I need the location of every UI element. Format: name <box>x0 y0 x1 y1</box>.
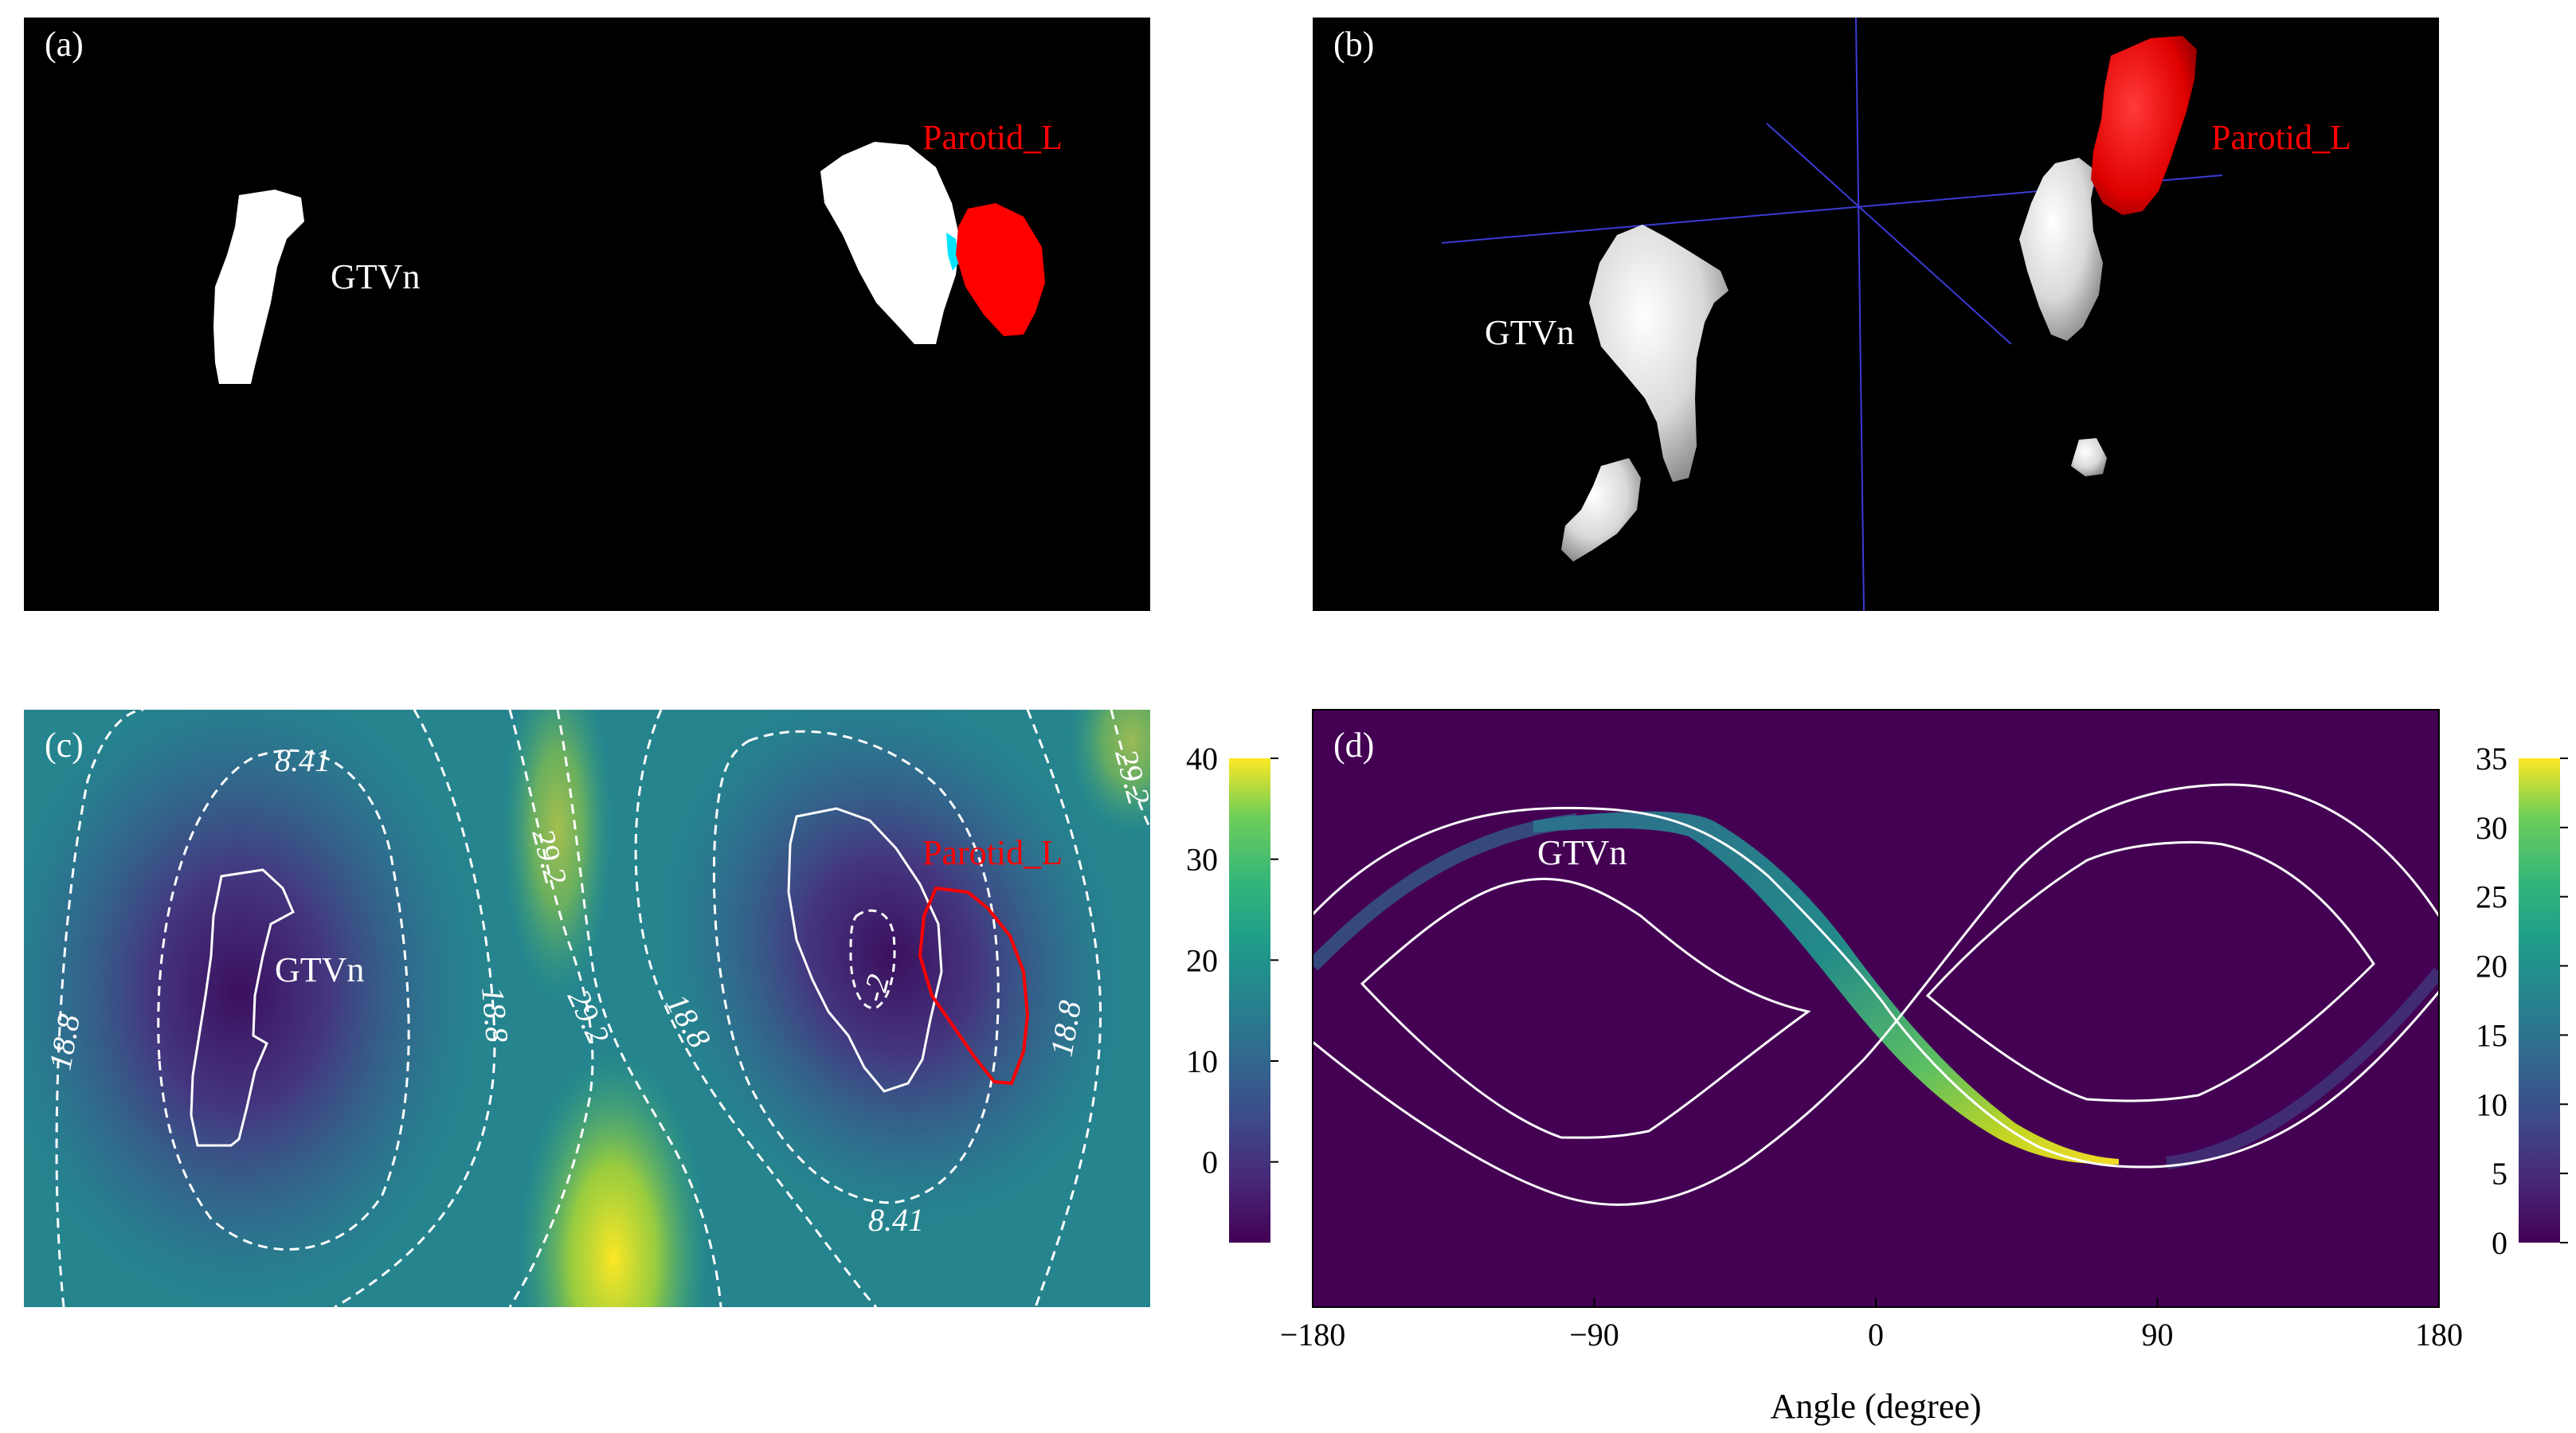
x-tick-label: 180 <box>2415 1317 2463 1353</box>
gtvn-label: GTVn <box>1485 313 1574 352</box>
inner-right-loop <box>1925 840 2375 1102</box>
axis-line-vertical <box>1855 17 1865 612</box>
colorbar <box>1229 758 1270 1243</box>
colorbar-tick-label: 0 <box>1202 1145 1218 1180</box>
colorbar-tick-label: 35 <box>2476 741 2507 777</box>
panel-b-background <box>1313 18 2439 611</box>
colorbar-tick-label: 30 <box>1186 842 1218 878</box>
colorbar-tick-label: 20 <box>1186 942 1218 978</box>
colorbar-tick-label: 20 <box>2476 949 2507 985</box>
panel-a: (a) GTVn Parotid_L <box>24 18 1150 611</box>
colorbar <box>2519 758 2560 1243</box>
colorbar-ticks: 0 5 10 15 20 25 30 35 <box>2476 741 2568 1261</box>
parotid-mask <box>956 203 1045 336</box>
contour-8-41-left <box>157 749 410 1251</box>
gtvn-contour <box>190 868 295 1147</box>
heatmap-low-region-left <box>24 710 494 1307</box>
inner-left-loop <box>1360 877 1811 1139</box>
panel-label: (b) <box>1333 25 1374 64</box>
contour-18-8-mid <box>634 710 878 1307</box>
panel-label: (c) <box>45 726 84 765</box>
heatmap-low-region-right <box>647 710 1137 1238</box>
panel-c: 8.41 18.8 29.2 -2 29.2 18.8 18.8 8.41 18… <box>24 710 1278 1307</box>
right-structure-3d <box>2019 158 2103 341</box>
right-structure-mask <box>820 142 960 344</box>
panel-label: (d) <box>1333 726 1374 765</box>
gtvn-3d <box>1589 225 1728 482</box>
x-tick-label: 0 <box>1868 1317 1884 1353</box>
contour-18-8-far-right <box>1026 710 1102 1307</box>
axis-line-diagonal <box>1766 123 2012 345</box>
parotid-contour <box>918 886 1030 1086</box>
x-axis-label: Angle (degree) <box>1770 1387 1981 1426</box>
parotid-3d <box>2091 36 2197 215</box>
colorbar-tick-label: 40 <box>1186 741 1218 777</box>
outer-lower-contour <box>1313 806 2439 1169</box>
contour-label: 8.41 <box>275 742 331 778</box>
contour-18-8-left <box>55 710 496 1307</box>
colorbar-tick-label: 10 <box>1186 1043 1218 1079</box>
small-structure-3d <box>2071 438 2107 476</box>
panel-label: (a) <box>45 25 84 64</box>
overlap-mask <box>946 233 959 271</box>
contour-29-2-far-right <box>1110 710 1150 829</box>
contour-label: 18.8 <box>475 985 515 1044</box>
parotid-label: Parotid_L <box>922 833 1063 872</box>
x-axis-ticks: −180 −90 0 90 180 <box>1280 1298 2463 1353</box>
right-structure-contour <box>787 807 943 1093</box>
parotid-label: Parotid_L <box>922 118 1063 157</box>
gtvn-3d-lower <box>1561 458 1641 562</box>
density-band-tail-left <box>1313 813 1579 971</box>
colorbar-tick-label: 5 <box>2492 1156 2507 1192</box>
contour-8-41-right <box>712 730 1000 1204</box>
contour-29-2-left <box>508 710 594 1307</box>
gtvn-label: GTVn <box>275 950 364 989</box>
panel-d: −180 −90 0 90 180 Angle (degree) (d) GTVn 0 5… <box>1280 709 2568 1426</box>
panel-b: (b) GTVn Parotid_L <box>1313 17 2439 612</box>
colorbar-tick-label: 30 <box>2476 810 2507 846</box>
gtvn-label: GTVn <box>1537 833 1627 872</box>
colorbar-tick-label: 15 <box>2476 1017 2507 1053</box>
heatmap-high-region <box>518 1051 709 1307</box>
panel-a-background <box>24 18 1150 611</box>
outer-upper-contour <box>1313 783 2439 1206</box>
colorbar-tick-label: 10 <box>2476 1086 2507 1122</box>
x-tick-label: 90 <box>2142 1317 2174 1353</box>
density-band-tail-right <box>2166 967 2439 1169</box>
colorbar-ticks: 0 10 20 30 40 <box>1186 741 1278 1180</box>
gtvn-label: GTVn <box>331 257 420 296</box>
colorbar-tick-label: 0 <box>2492 1225 2507 1261</box>
contour-minus-2 <box>849 909 896 1009</box>
x-tick-label: −90 <box>1569 1317 1619 1353</box>
x-tick-label: −180 <box>1280 1317 1346 1353</box>
contour-29-2-right <box>556 710 722 1307</box>
colorbar-tick-label: 25 <box>2476 879 2507 915</box>
gtvn-mask <box>213 190 304 384</box>
contour-label: 8.41 <box>868 1202 924 1238</box>
parotid-label: Parotid_L <box>2211 118 2351 157</box>
